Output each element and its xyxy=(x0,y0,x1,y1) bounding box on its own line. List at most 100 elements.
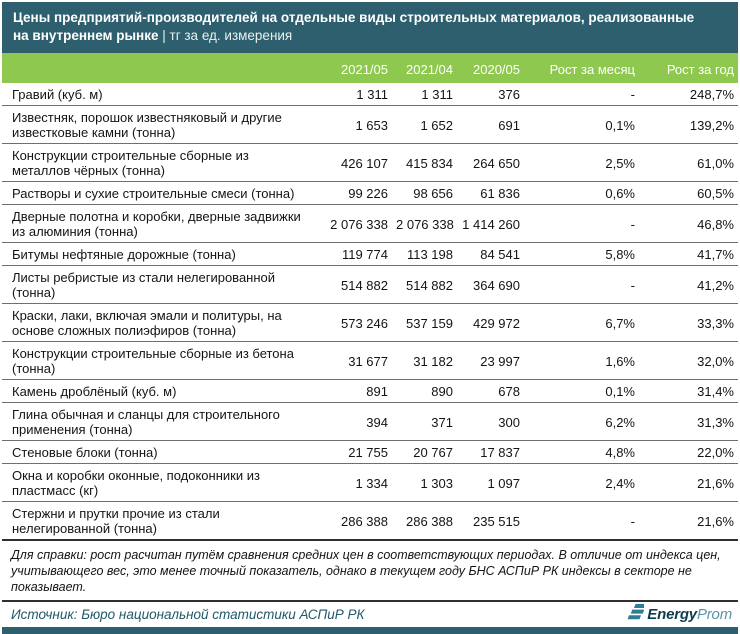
growth-month-cell: 0,1% xyxy=(524,105,639,144)
price-cell: 300 xyxy=(457,402,524,441)
price-cell: 235 515 xyxy=(457,501,524,541)
table-row: Камень дроблёный (куб. м) 891 890 678 0,… xyxy=(2,379,738,403)
price-cell: 514 882 xyxy=(307,265,392,304)
column-header-2021-05: 2021/05 xyxy=(307,53,392,83)
price-cell: 573 246 xyxy=(307,303,392,342)
growth-year-cell: 41,7% xyxy=(639,242,738,266)
price-cell: 31 677 xyxy=(307,341,392,380)
growth-year-cell: 31,3% xyxy=(639,402,738,441)
growth-year-cell: 21,6% xyxy=(639,463,738,502)
table-row: Известняк, порошок известняковый и други… xyxy=(2,105,738,144)
price-cell: 890 xyxy=(392,379,457,403)
table-row: Стеновые блоки (тонна) 21 755 20 767 17 … xyxy=(2,440,738,464)
energyprom-logo: EnergyProm xyxy=(625,604,732,625)
price-cell: 31 182 xyxy=(392,341,457,380)
price-cell: 61 836 xyxy=(457,181,524,205)
growth-year-cell: 21,6% xyxy=(639,501,738,541)
table-row: Глина обычная и сланцы для строительного… xyxy=(2,402,738,441)
growth-month-cell: 2,5% xyxy=(524,143,639,182)
price-cell: 23 997 xyxy=(457,341,524,380)
table-row: Растворы и сухие строительные смеси (тон… xyxy=(2,181,738,205)
material-name: Краски, лаки, включая эмали и политуры, … xyxy=(2,303,307,342)
bottom-bar xyxy=(2,627,738,634)
growth-year-cell: 60,5% xyxy=(639,181,738,205)
material-name: Камень дроблёный (куб. м) xyxy=(2,379,307,403)
price-cell: 1 097 xyxy=(457,463,524,502)
growth-year-cell: 31,4% xyxy=(639,379,738,403)
source-text: Источник: Бюро национальной статистики А… xyxy=(11,607,365,622)
growth-month-cell: 6,7% xyxy=(524,303,639,342)
material-name: Окна и коробки оконные, подоконники из п… xyxy=(2,463,307,502)
footnote: Для справки: рост расчитан путём сравнен… xyxy=(2,541,738,602)
table-row: Краски, лаки, включая эмали и политуры, … xyxy=(2,303,738,342)
price-cell: 691 xyxy=(457,105,524,144)
price-cell: 264 650 xyxy=(457,143,524,182)
growth-month-cell: - xyxy=(524,83,639,106)
price-cell: 84 541 xyxy=(457,242,524,266)
page-title: Цены предприятий-производителей на отдел… xyxy=(13,10,695,43)
column-header-2020-05: 2020/05 xyxy=(457,53,524,83)
growth-month-cell: - xyxy=(524,265,639,304)
growth-year-cell: 46,8% xyxy=(639,204,738,243)
material-name: Стеновые блоки (тонна) xyxy=(2,440,307,464)
price-cell: 286 388 xyxy=(307,501,392,541)
material-name: Конструкции строительные сборные из бето… xyxy=(2,341,307,380)
price-cell: 429 972 xyxy=(457,303,524,342)
price-cell: 1 652 xyxy=(392,105,457,144)
growth-year-cell: 248,7% xyxy=(639,83,738,106)
price-cell: 1 414 260 xyxy=(457,204,524,243)
price-cell: 2 076 338 xyxy=(307,204,392,243)
table-row: Конструкции строительные сборные из бето… xyxy=(2,341,738,380)
material-name: Гравий (куб. м) xyxy=(2,83,307,106)
title-unit: | тг за ед. измерения xyxy=(162,28,293,43)
price-cell: 364 690 xyxy=(457,265,524,304)
price-cell: 891 xyxy=(307,379,392,403)
source-row: Источник: Бюро национальной статистики А… xyxy=(2,602,738,626)
growth-month-cell: 5,8% xyxy=(524,242,639,266)
growth-year-cell: 41,2% xyxy=(639,265,738,304)
table-row: Конструкции строительные сборные из мета… xyxy=(2,143,738,182)
price-cell: 113 198 xyxy=(392,242,457,266)
material-name: Конструкции строительные сборные из мета… xyxy=(2,143,307,182)
growth-year-cell: 61,0% xyxy=(639,143,738,182)
price-cell: 376 xyxy=(457,83,524,106)
growth-month-cell: 0,6% xyxy=(524,181,639,205)
price-cell: 99 226 xyxy=(307,181,392,205)
column-header-growth-year: Рост за год xyxy=(639,53,738,83)
table-row: Окна и коробки оконные, подоконники из п… xyxy=(2,463,738,502)
column-header-2021-04: 2021/04 xyxy=(392,53,457,83)
table-row: Гравий (куб. м) 1 311 1 311 376 - 248,7% xyxy=(2,83,738,106)
growth-month-cell: - xyxy=(524,204,639,243)
price-cell: 1 303 xyxy=(392,463,457,502)
table-row: Листы ребристые из стали нелегированной … xyxy=(2,265,738,304)
price-table: 2021/05 2021/04 2020/05 Рост за месяц Ро… xyxy=(2,53,738,541)
material-name: Известняк, порошок известняковый и други… xyxy=(2,105,307,144)
table-header-row: 2021/05 2021/04 2020/05 Рост за месяц Ро… xyxy=(2,53,738,83)
price-cell: 514 882 xyxy=(392,265,457,304)
energyprom-logo-icon xyxy=(625,604,648,625)
growth-year-cell: 33,3% xyxy=(639,303,738,342)
price-cell: 286 388 xyxy=(392,501,457,541)
price-cell: 21 755 xyxy=(307,440,392,464)
column-header-growth-month: Рост за месяц xyxy=(524,53,639,83)
price-cell: 1 334 xyxy=(307,463,392,502)
price-cell: 1 311 xyxy=(392,83,457,106)
price-cell: 415 834 xyxy=(392,143,457,182)
table-row: Стержни и прутки прочие из стали нелегир… xyxy=(2,501,738,541)
price-cell: 17 837 xyxy=(457,440,524,464)
material-name: Битумы нефтяные дорожные (тонна) xyxy=(2,242,307,266)
material-name: Дверные полотна и коробки, дверные задви… xyxy=(2,204,307,243)
price-cell: 119 774 xyxy=(307,242,392,266)
price-cell: 394 xyxy=(307,402,392,441)
price-cell: 371 xyxy=(392,402,457,441)
material-name: Листы ребристые из стали нелегированной … xyxy=(2,265,307,304)
material-name: Растворы и сухие строительные смеси (тон… xyxy=(2,181,307,205)
growth-month-cell: 6,2% xyxy=(524,402,639,441)
price-cell: 20 767 xyxy=(392,440,457,464)
price-cell: 98 656 xyxy=(392,181,457,205)
growth-month-cell: 4,8% xyxy=(524,440,639,464)
growth-year-cell: 139,2% xyxy=(639,105,738,144)
price-cell: 2 076 338 xyxy=(392,204,457,243)
growth-month-cell: 2,4% xyxy=(524,463,639,502)
